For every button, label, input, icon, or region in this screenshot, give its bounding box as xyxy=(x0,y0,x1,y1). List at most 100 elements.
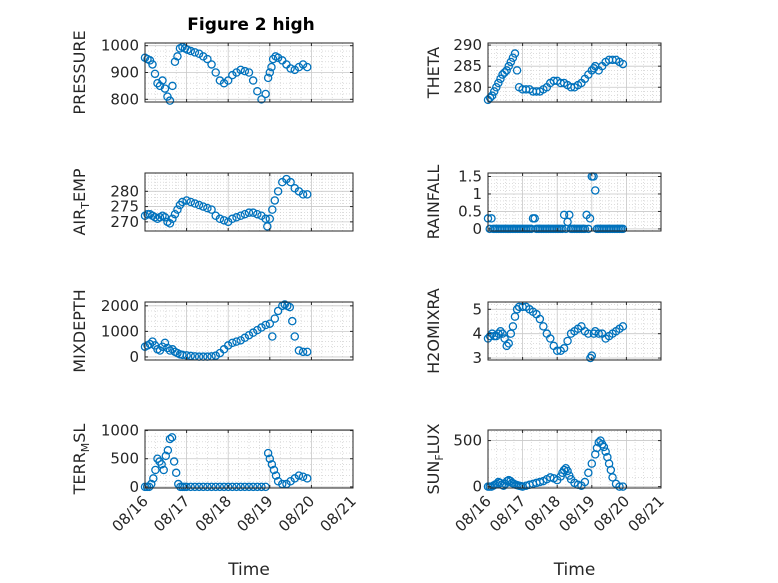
data-point xyxy=(302,190,312,199)
data-point xyxy=(170,57,180,67)
data-point xyxy=(563,466,572,476)
data-point xyxy=(244,208,254,217)
data-point xyxy=(215,482,225,492)
y-axis-label-subscript: M xyxy=(79,443,92,453)
data-point xyxy=(158,76,167,85)
data-point xyxy=(236,211,245,220)
y-tick-label: 1000 xyxy=(101,37,139,55)
x-axis-label: Time xyxy=(553,560,596,580)
y-tick-label: 275 xyxy=(110,198,139,216)
data-point xyxy=(165,434,175,444)
data-point xyxy=(591,186,600,195)
y-axis-label-part: AIR xyxy=(70,209,89,236)
data-point xyxy=(585,214,595,223)
data-point xyxy=(198,482,208,492)
data-point xyxy=(298,347,308,357)
x-tick-label: 08/16 xyxy=(452,492,495,535)
data-point xyxy=(173,205,182,214)
data-point xyxy=(508,322,518,331)
data-point xyxy=(271,471,281,480)
data-point xyxy=(223,76,233,85)
y-axis-label: MIXDEPTH xyxy=(70,289,89,372)
data-point xyxy=(615,482,624,491)
y-axis-label-subscript: T xyxy=(79,202,92,210)
data-point xyxy=(268,332,277,341)
data-point xyxy=(236,336,245,345)
data-point xyxy=(253,209,262,219)
x-tick-label: 08/18 xyxy=(192,492,235,535)
data-point xyxy=(244,330,254,340)
data-point xyxy=(169,457,179,466)
data-point xyxy=(261,214,270,224)
data-point xyxy=(559,210,569,220)
data-point xyxy=(244,68,254,77)
data-point xyxy=(253,482,262,492)
data-point xyxy=(546,473,555,482)
data-point xyxy=(565,210,574,220)
y-tick-label: 1.5 xyxy=(458,167,482,185)
y-axis-label: TERRMSL xyxy=(70,424,92,496)
data-point xyxy=(203,203,212,213)
y-axis-label-part: MIXDEPTH xyxy=(70,289,89,372)
data-point xyxy=(270,196,280,205)
axes-box xyxy=(487,429,662,489)
y-tick-label: 0 xyxy=(472,478,482,496)
data-point xyxy=(558,224,567,234)
data-point xyxy=(236,65,245,75)
data-point xyxy=(161,451,171,461)
data-point xyxy=(248,482,258,492)
data-point xyxy=(149,474,158,483)
data-point xyxy=(163,343,172,353)
x-tick-label: 08/16 xyxy=(109,492,152,535)
y-tick-label: 280 xyxy=(110,182,139,200)
data-point xyxy=(496,326,505,336)
data-point xyxy=(496,74,505,84)
y-axis-label-part: LUX xyxy=(424,423,443,454)
plot-area xyxy=(145,173,353,231)
data-point xyxy=(186,482,196,492)
data-point xyxy=(182,482,191,492)
y-tick-label: 290 xyxy=(453,36,482,54)
data-point xyxy=(163,446,173,455)
data-point xyxy=(494,329,503,338)
y-axis-label-subscript: F xyxy=(433,454,446,460)
data-point xyxy=(203,54,212,64)
data-point xyxy=(190,199,200,208)
data-point xyxy=(498,329,507,338)
data-point xyxy=(510,312,520,321)
data-point xyxy=(288,316,297,326)
x-tick-label: 08/19 xyxy=(233,492,276,535)
x-tick-label: 08/18 xyxy=(521,492,564,535)
data-point xyxy=(587,459,597,468)
data-point xyxy=(608,473,617,482)
data-point xyxy=(270,314,280,323)
data-point xyxy=(186,197,196,207)
data-point xyxy=(298,190,308,199)
data-point xyxy=(257,95,266,104)
data-point xyxy=(500,334,509,343)
data-point xyxy=(485,93,495,103)
data-point xyxy=(223,482,233,492)
y-tick-label: 5 xyxy=(472,300,482,318)
y-tick-label: 900 xyxy=(110,64,139,82)
data-point xyxy=(265,214,275,224)
y-tick-label: 0 xyxy=(129,478,139,496)
data-point xyxy=(589,64,599,73)
data-point xyxy=(240,66,250,76)
data-point xyxy=(508,53,518,63)
data-point xyxy=(215,76,225,85)
y-axis-label-part: SL xyxy=(70,424,89,443)
data-point xyxy=(618,59,628,69)
y-tick-label: 0 xyxy=(472,220,482,238)
data-point xyxy=(268,205,277,214)
data-point xyxy=(268,54,278,64)
y-axis-label: SUNFLUX xyxy=(424,423,446,494)
data-point xyxy=(512,305,522,314)
data-point xyxy=(535,314,545,324)
data-point xyxy=(219,78,229,88)
y-tick-label: 2000 xyxy=(101,297,139,315)
y-tick-label: 1 xyxy=(472,185,482,203)
